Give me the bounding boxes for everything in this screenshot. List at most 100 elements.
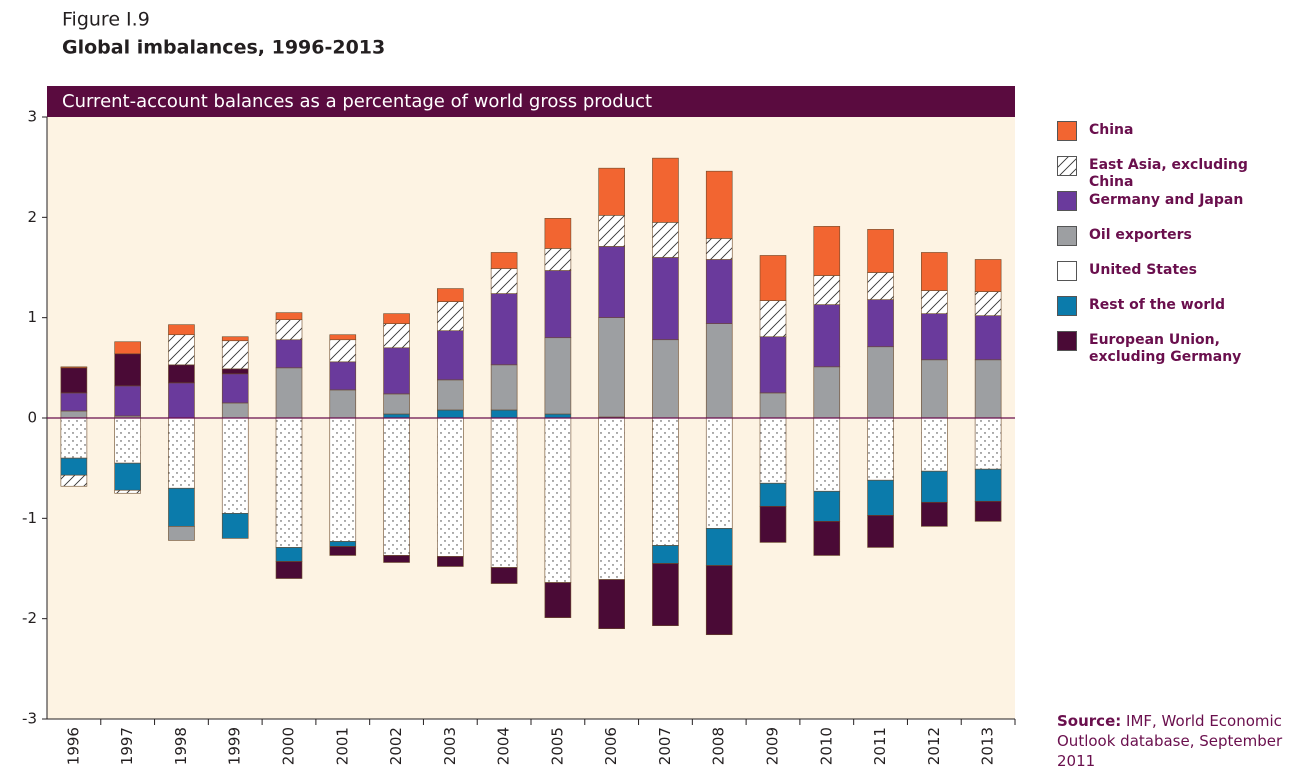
y-tick-label: 0 (27, 409, 37, 427)
legend-label: Oil exporters (1089, 227, 1192, 243)
bar-segment (705, 170, 733, 239)
y-tick-label: -2 (22, 609, 37, 627)
source-text: IMF, World Economic Outlook database, Se… (1057, 712, 1283, 770)
bar-segment (221, 417, 249, 514)
bar-segment (221, 402, 249, 419)
legend-label: China (1089, 122, 1134, 138)
y-tick-label: -1 (22, 509, 37, 527)
bar-segment (60, 392, 88, 412)
bar-segment (221, 368, 249, 375)
x-tick-label: 2007 (656, 727, 674, 765)
y-tick-label: -3 (22, 710, 37, 728)
bar-segment (867, 299, 894, 348)
bar-segment (168, 324, 195, 336)
source-label: Source: (1057, 712, 1122, 730)
bar-segment (60, 474, 88, 487)
bar-segment (490, 364, 518, 411)
bar-segment (974, 468, 1002, 502)
chart-subtitle: Current-account balances as a percentage… (62, 91, 652, 112)
source-note: Source: IMF, World Economic Outlook data… (1057, 711, 1312, 771)
bar-segment (598, 167, 625, 216)
bar-segment (813, 275, 841, 305)
bar-segment (705, 565, 733, 636)
bar-segment (437, 379, 464, 411)
legend-item: Germany and Japan (1057, 191, 1307, 211)
bar-segment (114, 417, 141, 464)
bar-segment (813, 521, 841, 556)
bar-segment (383, 323, 410, 349)
bar-segment (921, 359, 948, 419)
bar-segment (490, 567, 518, 584)
bar-segment (60, 366, 88, 369)
bar-segment (544, 582, 572, 618)
bar-segment (168, 334, 195, 366)
x-tick-label: 1998 (172, 727, 190, 765)
bar-segment (221, 340, 249, 370)
bar-segment (813, 366, 841, 419)
legend-label: European Union, excluding Germany (1089, 332, 1242, 365)
bar-segment (329, 541, 357, 547)
bar-segment (329, 389, 357, 419)
bar-segment (652, 339, 679, 419)
bar-segment (921, 252, 948, 291)
x-tick-label: 2013 (979, 727, 997, 765)
bar-segment (974, 359, 1002, 419)
legend-item: Oil exporters (1057, 226, 1307, 246)
bar-segment (867, 515, 894, 548)
bar-segment (329, 361, 357, 391)
bar-segment (275, 367, 303, 419)
x-tick-label: 2009 (764, 727, 782, 765)
legend-label: East Asia, excluding China (1089, 157, 1248, 190)
x-tick-label: 2003 (441, 727, 459, 765)
bar-segment (383, 393, 410, 415)
y-tick-label: 1 (27, 308, 37, 326)
bar-segment (168, 487, 195, 527)
bar-segment (383, 313, 410, 324)
bar-segment (652, 222, 679, 258)
bar-segment (759, 392, 787, 419)
bar-segment (598, 246, 625, 318)
legend-item: European Union, excluding Germany (1057, 331, 1307, 366)
bar-segment (759, 482, 787, 507)
x-tick-label: 2004 (495, 727, 513, 765)
figure-label: Figure I.9 (62, 9, 150, 31)
bar-segment (867, 229, 894, 273)
bar-segment (329, 417, 357, 542)
x-tick-label: 2012 (925, 727, 943, 765)
bar-segment (437, 288, 464, 302)
bar-segment (329, 546, 357, 556)
bar-segment (437, 417, 464, 557)
bar-segment (867, 346, 894, 419)
bar-segment (652, 563, 679, 626)
legend-label: Germany and Japan (1089, 192, 1244, 208)
bar-segment (974, 500, 1002, 522)
x-tick-label: 2010 (817, 727, 835, 765)
bar-segment (275, 561, 303, 579)
bar-segment (705, 528, 733, 566)
bar-segment (114, 385, 141, 417)
bar-segment (275, 547, 303, 562)
bar-segment (168, 417, 195, 489)
bar-segment (490, 252, 518, 269)
bar-segment (652, 417, 679, 546)
bar-segment (759, 300, 787, 338)
bar-segment (921, 501, 948, 527)
bar-segment (867, 479, 894, 516)
bar-segment (383, 347, 410, 395)
bar-segment (759, 505, 787, 543)
x-tick-label: 2011 (871, 727, 889, 765)
bar-segment (383, 555, 410, 563)
bar-segment (490, 417, 518, 568)
x-tick-label: 1997 (118, 727, 136, 765)
bar-segment (437, 330, 464, 381)
bar-segment (544, 417, 572, 583)
bar-segment (437, 409, 464, 419)
bar-segment (221, 336, 249, 342)
bar-segment (759, 336, 787, 394)
bar-segment (652, 257, 679, 341)
bar-segment (60, 417, 88, 459)
bar-segment (705, 417, 733, 529)
bar-segment (168, 382, 195, 419)
